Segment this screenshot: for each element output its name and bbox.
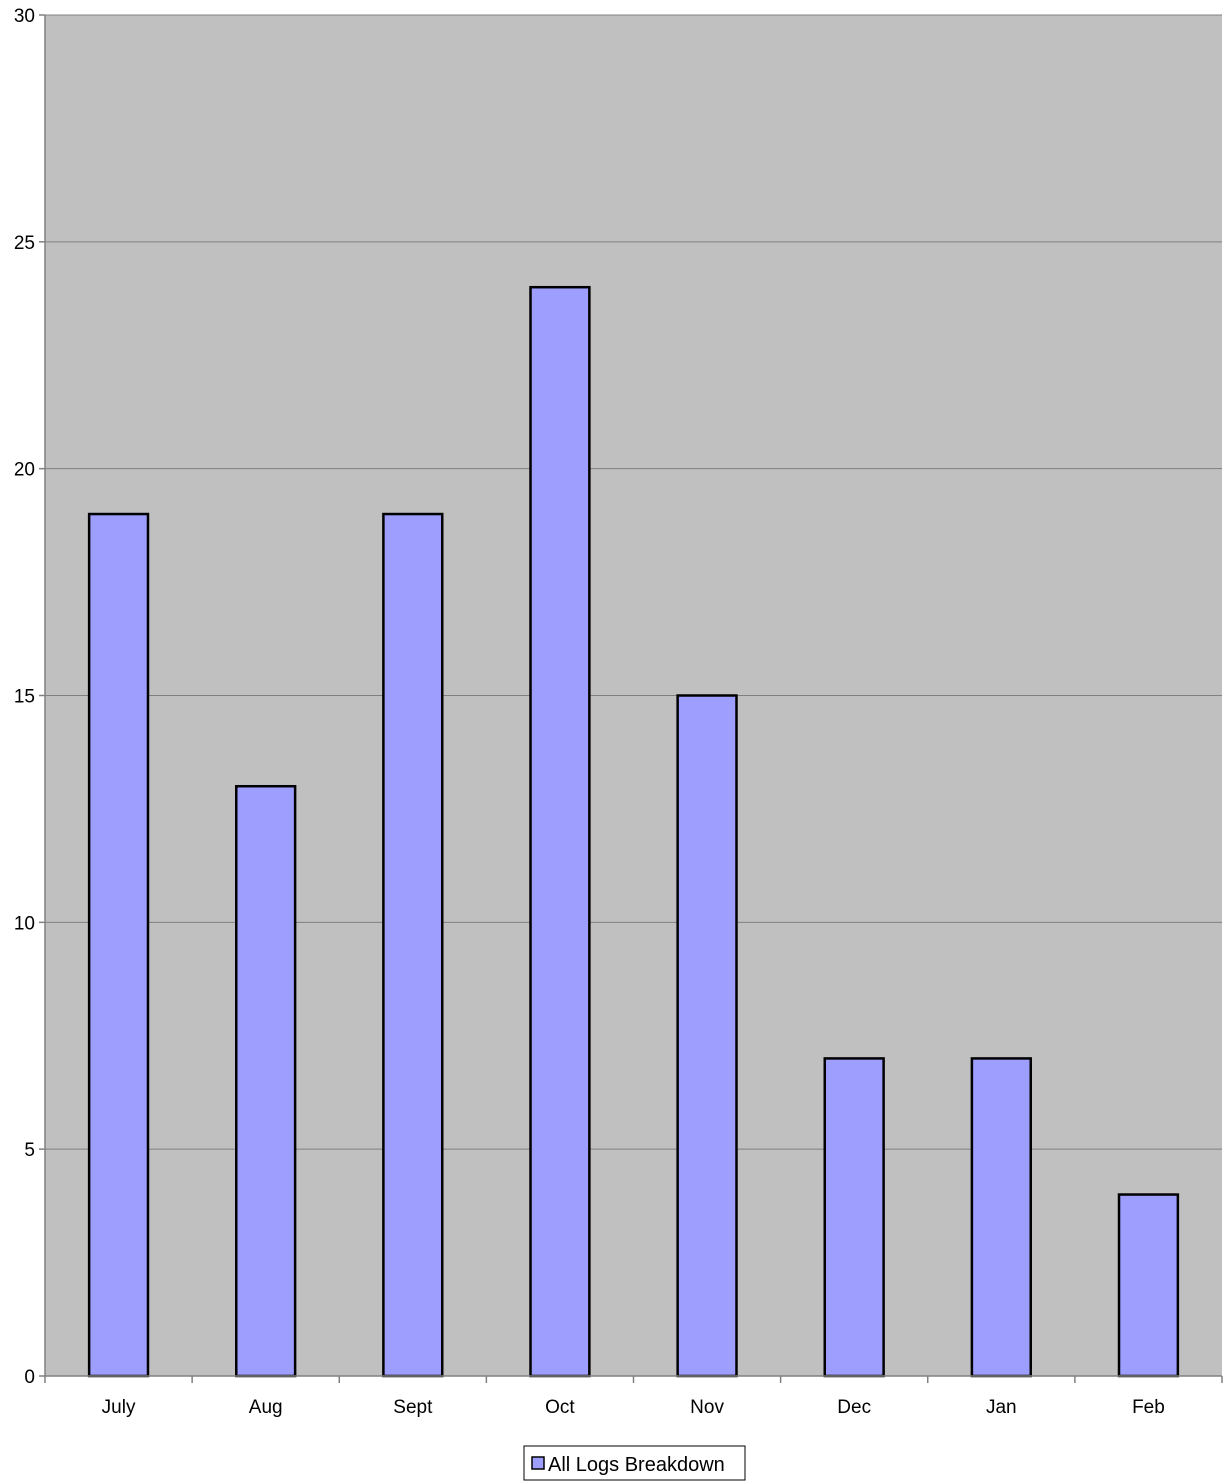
legend-label: All Logs Breakdown [548,1454,725,1476]
x-tick-label: Feb [1132,1397,1165,1418]
bar-dec [823,1057,885,1378]
x-tick-label: Dec [837,1397,871,1418]
x-tick-labels: July Aug Sept Oct Nov Dec Jan Feb [44,1376,1223,1418]
y-tick-label: 25 [14,233,35,254]
x-tick-label: Nov [690,1397,724,1418]
x-tick-label: Aug [249,1397,283,1418]
bar-jan [970,1057,1032,1378]
x-tick-label: July [102,1397,136,1418]
legend-swatch [531,1456,545,1470]
legend: All Logs Breakdown [523,1445,746,1481]
y-tick-labels: 0 5 10 15 20 25 30 [14,6,45,1388]
y-tick-label: 0 [24,1367,35,1388]
bar-oct [529,285,591,1378]
bar-nov [676,694,738,1378]
x-tick-label: Sept [393,1397,433,1418]
bar-july [87,512,150,1378]
legend-box [523,1445,746,1481]
y-tick-label: 10 [14,913,35,934]
y-tick-label: 30 [14,6,35,27]
bar-feb [1117,1193,1180,1378]
bar-aug [235,784,297,1378]
bars [87,285,1180,1378]
y-tick-label: 15 [14,687,35,708]
x-tick-label: Oct [545,1397,575,1418]
bar-sept [382,512,444,1378]
y-tick-label: 5 [24,1140,35,1161]
y-tick-label: 20 [14,460,35,481]
x-tick-label: Jan [986,1397,1017,1418]
